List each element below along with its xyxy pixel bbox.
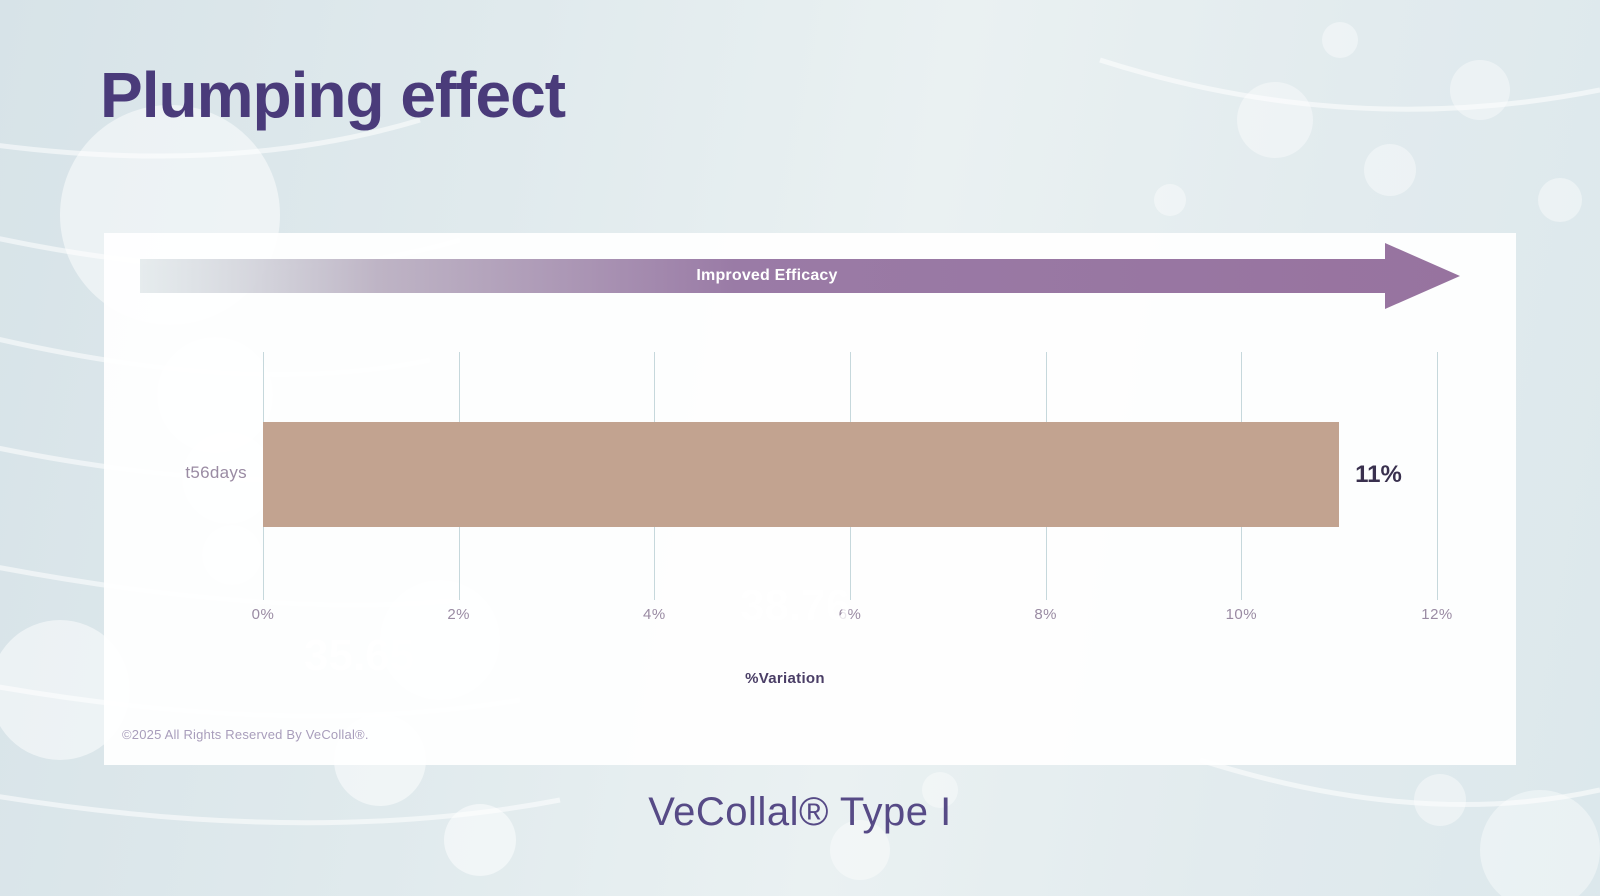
x-tick-label: 8% [1034, 606, 1057, 623]
slide-caption: VeCollal® Type I [648, 790, 952, 834]
plot-area: 11% [263, 352, 1438, 600]
x-axis-ticks: 0% 2% 4% 6% 8% 10% 12% [252, 606, 1453, 628]
bar-value-label: 11% [1355, 460, 1402, 488]
background-watermark: 35.65 [304, 631, 415, 680]
bar-row: 11% [263, 422, 1437, 527]
y-category-label: t56days [185, 463, 247, 482]
gridline [1437, 352, 1438, 600]
chart-card: Improved Efficacy 11% t56days 0% 2% 4% 6% 8%… [104, 233, 1516, 765]
x-tick-label: 6% [838, 606, 862, 623]
x-tick-label: 12% [1421, 606, 1453, 623]
x-tick-label: 0% [251, 606, 275, 623]
page-title: Plumping effect [100, 59, 566, 131]
arrow-label: Improved Efficacy [696, 267, 838, 284]
x-axis-title: %Variation [745, 670, 825, 687]
bar-t56days [263, 422, 1340, 527]
x-tick-label: 10% [1225, 606, 1258, 623]
arrow-shape [140, 243, 1460, 309]
x-tick-label: 2% [447, 606, 470, 623]
improved-efficacy-arrow: Improved Efficacy [140, 241, 1460, 311]
copyright-text: ©2025 All Rights Reserved By VeCollal®. [122, 727, 369, 742]
x-tick-label: 4% [642, 606, 666, 623]
